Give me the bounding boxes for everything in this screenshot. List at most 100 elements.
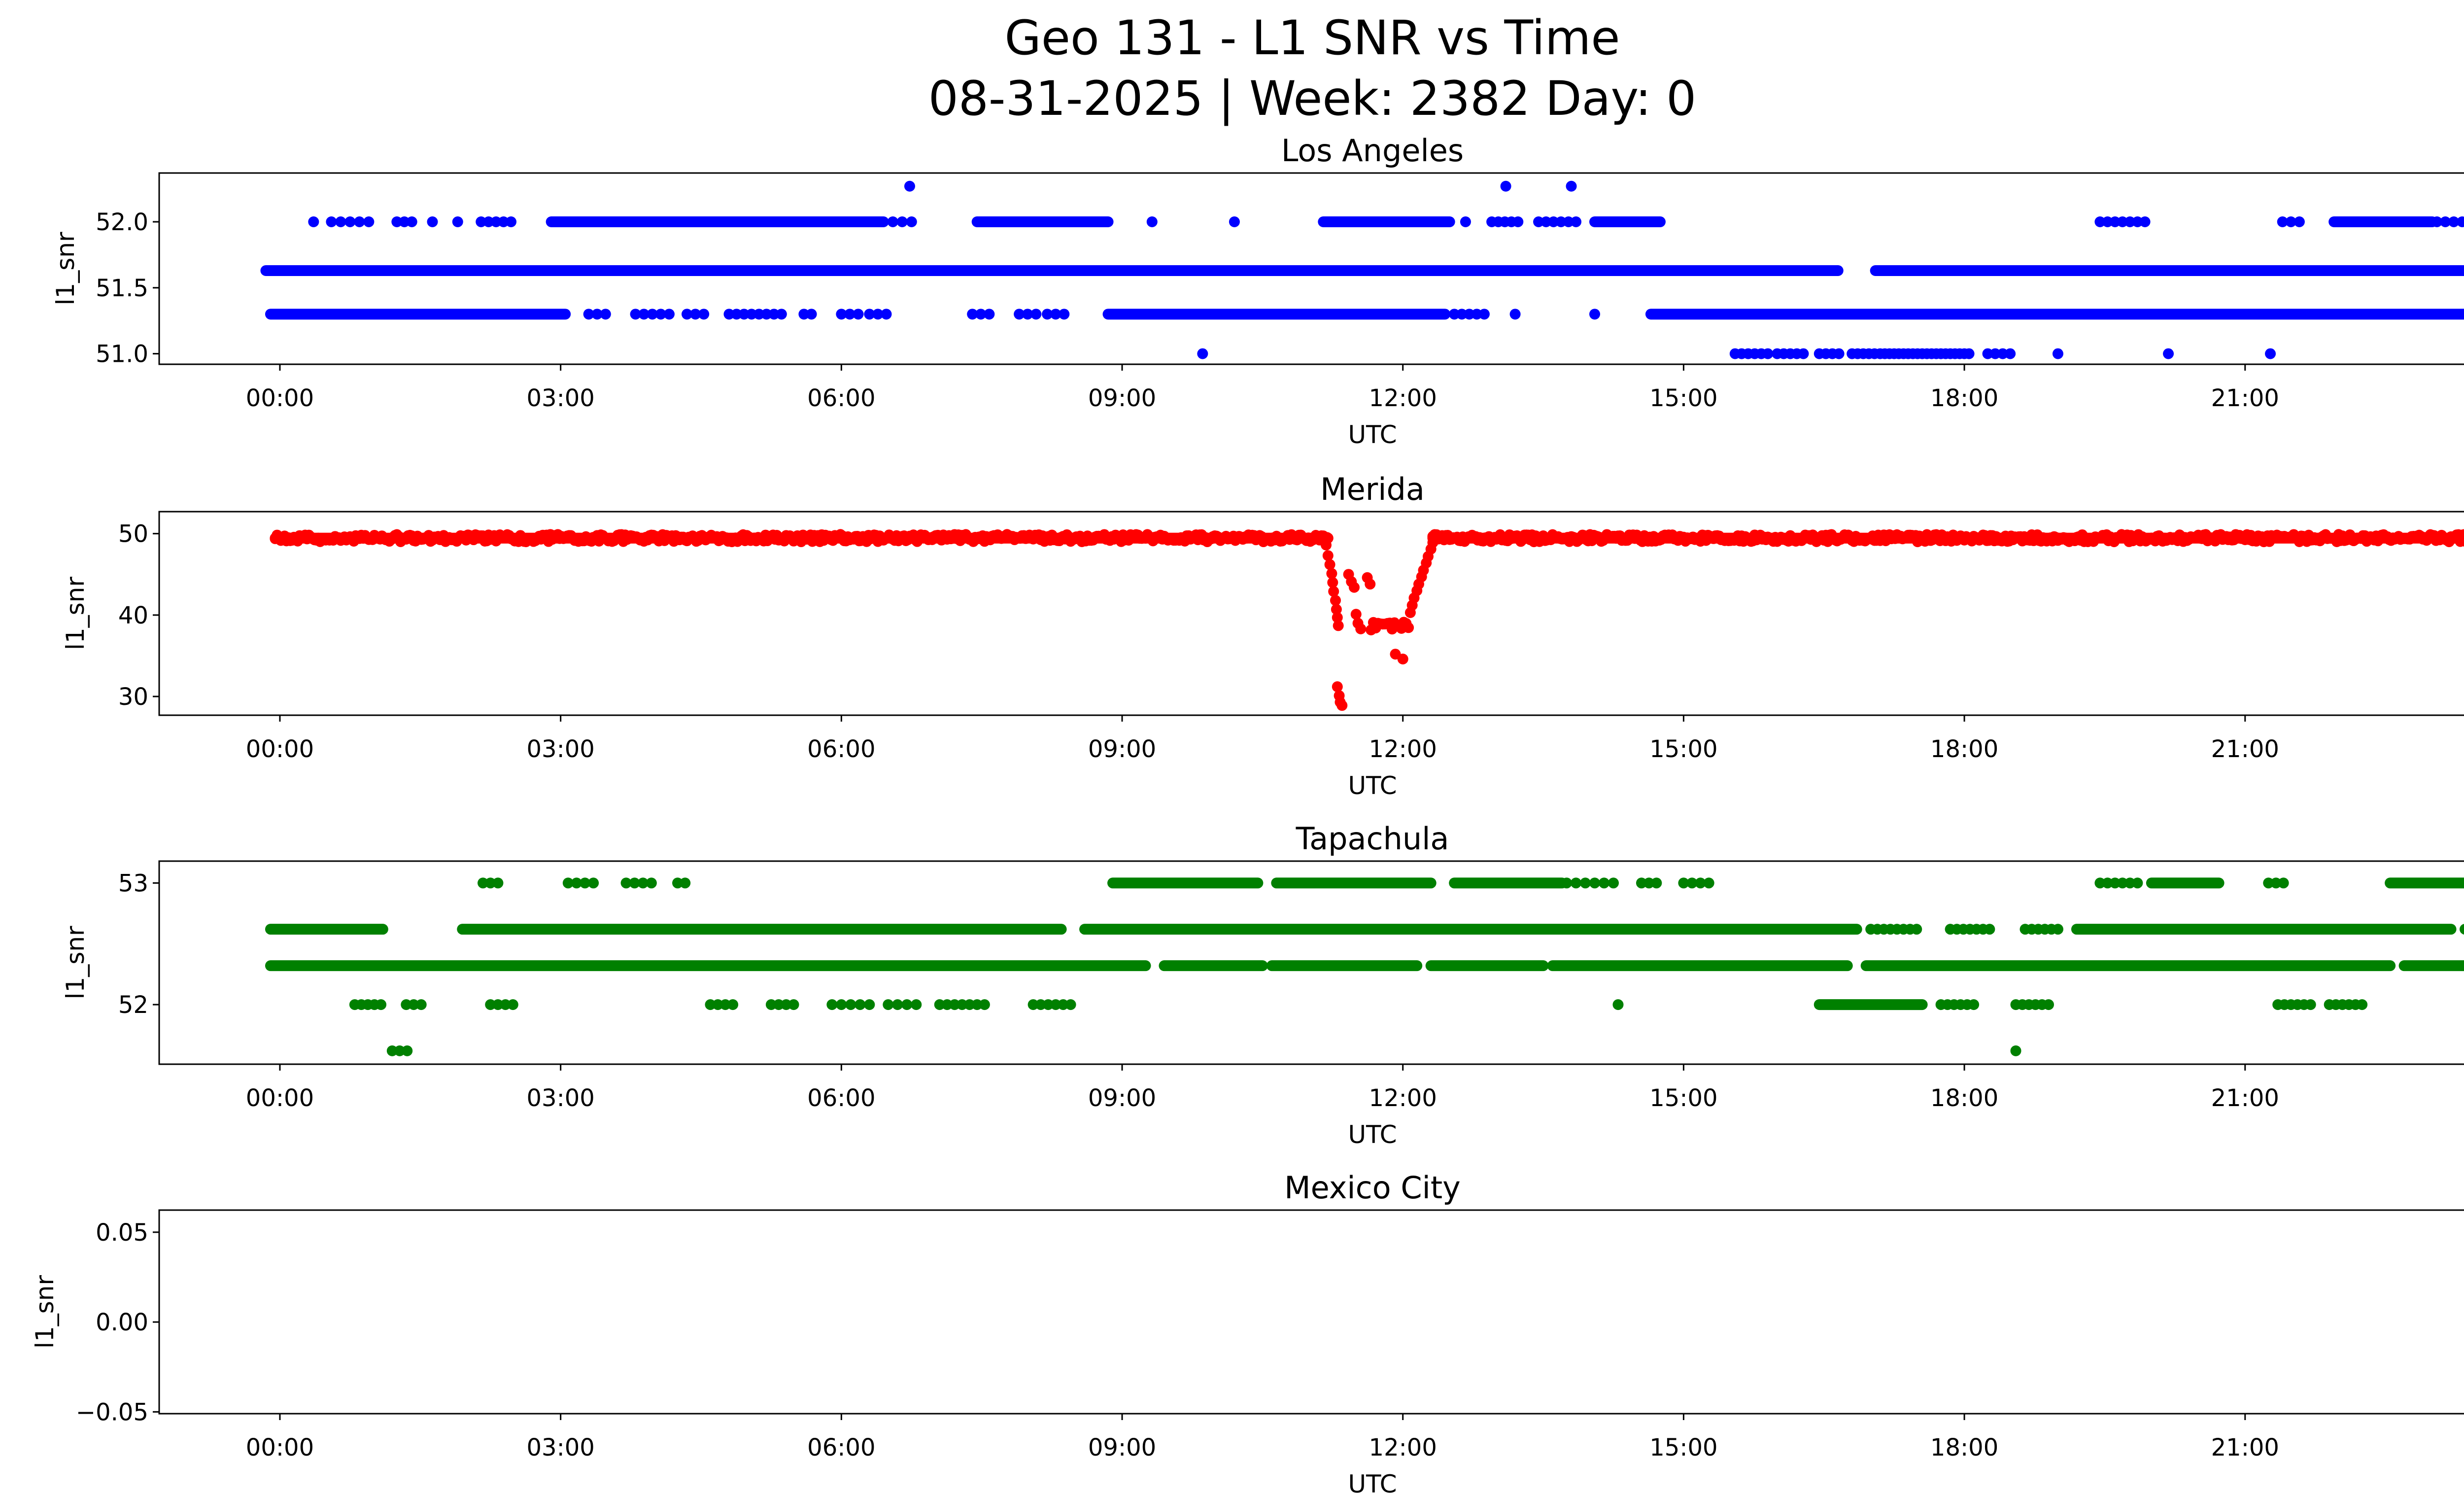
axes-frame: [158, 1209, 2464, 1415]
x-tick-label: 06:00: [807, 1434, 875, 1461]
axes-frame: [158, 860, 2464, 1065]
data-point: [1350, 609, 1362, 620]
data-point: [326, 216, 337, 228]
data-point: [781, 999, 792, 1010]
data-point: [2278, 877, 2289, 889]
data-point: [1968, 999, 1980, 1010]
data-point: [583, 309, 594, 320]
data-point: [738, 309, 750, 320]
x-axis-label-utc: UTC: [1348, 420, 1397, 449]
data-point: [727, 999, 739, 1010]
data-point: [1365, 579, 1376, 590]
data-point: [2005, 348, 2016, 359]
data-point: [2265, 348, 2276, 359]
x-axis-label-utc: UTC: [1348, 1470, 1397, 1495]
x-tick-label: 03:00: [526, 735, 594, 763]
data-point: [415, 999, 427, 1010]
data-point: [855, 999, 866, 1010]
data-point: [1321, 539, 1332, 551]
x-tick-label: 21:00: [2211, 1434, 2279, 1461]
data-point: [949, 999, 960, 1010]
data-point: [1471, 309, 1482, 320]
data-point: [1328, 586, 1339, 597]
data-point: [1566, 180, 1577, 192]
data-point: [1636, 877, 1647, 889]
data-point: [2460, 924, 2464, 935]
data-point: [1336, 700, 1348, 711]
data-point: [2357, 999, 2368, 1010]
data-point: [1043, 999, 1054, 1010]
data-point: [1608, 877, 1619, 889]
data-point: [2462, 532, 2464, 540]
data-point: [2132, 216, 2143, 228]
data-point: [2460, 536, 2464, 547]
data-point: [1146, 216, 1158, 228]
data-point: [1403, 622, 1414, 633]
data-point: [344, 216, 356, 228]
data-point: [408, 999, 419, 1010]
data-point: [2117, 877, 2128, 889]
y-tick-label: 52: [118, 991, 148, 1019]
data-point: [1333, 620, 1344, 631]
data-point: [386, 1045, 398, 1056]
data-point: [562, 877, 574, 889]
subplot-title-merida: Merida: [1320, 471, 1425, 507]
data-point: [1449, 309, 1460, 320]
data-point: [2285, 216, 2296, 228]
data-point: [1509, 309, 1521, 320]
data-point: [1833, 348, 1845, 359]
data-point: [663, 309, 675, 320]
x-tick-label: 15:00: [1649, 735, 1717, 763]
data-point: [2124, 877, 2136, 889]
data-point: [836, 999, 847, 1010]
data-point: [1703, 877, 1714, 889]
data-point: [620, 877, 632, 889]
x-tick-label: 00:00: [246, 1434, 314, 1461]
data-point: [836, 309, 847, 320]
data-point: [1355, 623, 1367, 634]
x-tick-label: 09:00: [1088, 384, 1156, 412]
data-point: [773, 999, 785, 1010]
data-point: [1332, 681, 1343, 693]
data-point: [1456, 309, 1468, 320]
data-point: [394, 1045, 406, 1056]
subplot-merida: Merida 00:00 03:00 06:00 09:00 12:00 15:00 18:0…: [61, 471, 2464, 800]
data-point: [2448, 216, 2460, 228]
data-point: [731, 309, 742, 320]
data-point: [2094, 216, 2106, 228]
data-point: [967, 309, 978, 320]
data-point: [826, 999, 838, 1010]
data-point: [690, 309, 701, 320]
x-tick-label: 18:00: [1930, 1434, 1998, 1461]
data-point: [1330, 595, 1341, 606]
data-point: [712, 999, 723, 1010]
data-point: [906, 216, 917, 228]
x-tick-label: 00:00: [246, 1084, 314, 1112]
data-point: [1327, 577, 1338, 588]
data-point: [427, 216, 438, 228]
data-point: [1500, 180, 1511, 192]
subplot-los-angeles: Los Angeles 00:00 03:00 06:00 09:00 12:00 15:0…: [51, 133, 2464, 449]
x-tick-label: 21:00: [2211, 384, 2279, 412]
data-point: [979, 999, 990, 1010]
data-point: [1555, 216, 1567, 228]
data-point: [1571, 877, 1582, 889]
data-point: [845, 999, 856, 1010]
data-point: [2263, 877, 2274, 889]
data-point: [975, 309, 987, 320]
figure-title: Geo 131 - L1 SNR vs Time 08-31-2025 | We…: [0, 8, 2464, 129]
data-point: [2052, 924, 2063, 935]
data-point: [354, 216, 365, 228]
x-tick-label: 00:00: [246, 384, 314, 412]
x-tick-label: 03:00: [526, 1434, 594, 1461]
data-point: [1651, 877, 1662, 889]
data-point: [1563, 216, 1574, 228]
data-point: [2043, 999, 2054, 1010]
axes-frame: [158, 172, 2464, 365]
data-point: [2440, 216, 2451, 228]
data-point: [761, 309, 772, 320]
data-point: [719, 999, 731, 1010]
data-point: [630, 309, 641, 320]
data-point: [1911, 924, 1922, 935]
data-point: [571, 877, 582, 889]
